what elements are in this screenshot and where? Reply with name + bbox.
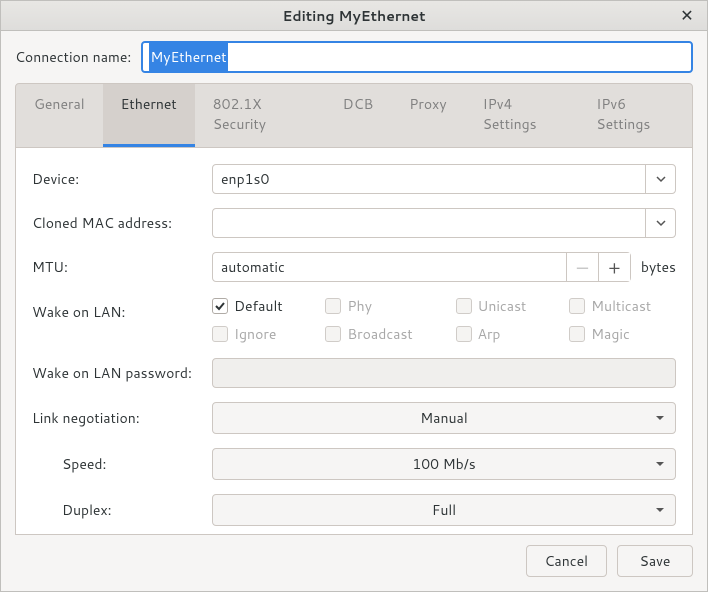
dialog-footer: Cancel Save [1, 535, 707, 591]
wol-label: Wake on LAN: [32, 296, 202, 322]
checkbox-icon [325, 326, 341, 342]
mtu-value: automatic [213, 257, 566, 277]
wol-broadcast: Broadcast [325, 324, 437, 344]
device-label: Device: [32, 169, 202, 189]
checkbox-icon [212, 298, 228, 314]
tab-label: Ethernet [121, 94, 177, 114]
mtu-minus-button[interactable]: − [566, 253, 598, 281]
save-button[interactable]: Save [617, 545, 693, 577]
checkbox-icon [456, 298, 472, 314]
tab-ethernet[interactable]: Ethernet [103, 84, 195, 147]
dialog-window: Editing MyEthernet ✕ Connection name: My… [0, 0, 708, 592]
tabs: General Ethernet 802.1X Security DCB Pro… [15, 83, 693, 148]
caret-down-icon [645, 495, 675, 525]
link-neg-value: Manual [420, 408, 467, 428]
caret-down-icon [645, 449, 675, 479]
wol-option-label: Arp [478, 324, 501, 344]
device-value: enp1s0 [221, 169, 269, 189]
link-neg-combo[interactable]: Manual [212, 402, 676, 434]
tab-general[interactable]: General [16, 84, 103, 147]
wol-option-label: Phy [347, 296, 372, 316]
checkbox-icon [456, 326, 472, 342]
checkbox-icon [212, 326, 228, 342]
duplex-value: Full [432, 500, 456, 520]
wol-phy: Phy [325, 296, 437, 316]
mtu-label: MTU: [32, 257, 202, 277]
chevron-down-icon [645, 209, 675, 237]
speed-label: Speed: [32, 454, 202, 474]
dialog-content: Connection name: MyEthernet General Ethe… [1, 31, 707, 535]
checkbox-icon [569, 326, 585, 342]
wol-arp: Arp [456, 324, 552, 344]
close-icon[interactable]: ✕ [675, 4, 699, 28]
mtu-row: automatic − + bytes [212, 252, 676, 282]
link-neg-label: Link negotiation: [32, 408, 202, 428]
wol-password-input [212, 358, 676, 388]
form-grid: Device: enp1s0 Cloned MAC address: MTU: [32, 164, 676, 526]
connection-name-input[interactable]: MyEthernet [141, 41, 693, 73]
cloned-mac-combo[interactable] [212, 208, 676, 238]
checkbox-icon [569, 298, 585, 314]
wol-unicast: Unicast [456, 296, 552, 316]
ethernet-panel: Device: enp1s0 Cloned MAC address: MTU: [15, 148, 693, 535]
connection-name-value: MyEthernet [149, 43, 227, 71]
wol-option-label: Ignore [234, 324, 276, 344]
tab-label: DCB [343, 94, 374, 114]
wol-option-label: Magic [591, 324, 630, 344]
device-combo[interactable]: enp1s0 [212, 164, 676, 194]
wol-option-label: Broadcast [347, 324, 412, 344]
cloned-mac-label: Cloned MAC address: [32, 213, 202, 233]
wol-option-label: Unicast [478, 296, 527, 316]
duplex-label: Duplex: [32, 500, 202, 520]
tab-label: General [34, 94, 85, 114]
mtu-spin[interactable]: automatic − + [212, 252, 631, 282]
wol-magic: Magic [569, 324, 676, 344]
button-label: Save [640, 551, 671, 571]
wol-option-label: Default [234, 296, 283, 316]
connection-name-row: Connection name: MyEthernet [15, 41, 693, 73]
tab-8021x[interactable]: 802.1X Security [195, 84, 325, 147]
wol-default[interactable]: Default [212, 296, 307, 316]
tab-dcb[interactable]: DCB [325, 84, 392, 147]
mtu-plus-button[interactable]: + [598, 253, 630, 281]
chevron-down-icon [645, 165, 675, 193]
wol-option-label: Multicast [591, 296, 651, 316]
wol-ignore: Ignore [212, 324, 307, 344]
cancel-button[interactable]: Cancel [526, 545, 608, 577]
wol-password-label: Wake on LAN password: [32, 363, 202, 383]
titlebar: Editing MyEthernet ✕ [1, 1, 707, 31]
speed-value: 100 Mb/s [412, 454, 475, 474]
speed-combo[interactable]: 100 Mb/s [212, 448, 676, 480]
button-label: Cancel [545, 551, 589, 571]
tab-label: 802.1X Security [213, 94, 266, 134]
tab-ipv6[interactable]: IPv6 Settings [578, 84, 692, 147]
tab-label: IPv6 Settings [596, 94, 650, 134]
checkbox-icon [325, 298, 341, 314]
caret-down-icon [645, 403, 675, 433]
tab-label: Proxy [409, 94, 446, 114]
mtu-unit: bytes [641, 257, 676, 277]
connection-name-label: Connection name: [15, 47, 131, 67]
window-title: Editing MyEthernet [282, 6, 425, 26]
tab-ipv4[interactable]: IPv4 Settings [465, 84, 579, 147]
wol-options: Default Phy Unicast Multicast Ignore Bro… [212, 296, 676, 344]
wol-multicast: Multicast [569, 296, 676, 316]
tab-label: IPv4 Settings [483, 94, 537, 134]
tab-proxy[interactable]: Proxy [391, 84, 464, 147]
duplex-combo[interactable]: Full [212, 494, 676, 526]
